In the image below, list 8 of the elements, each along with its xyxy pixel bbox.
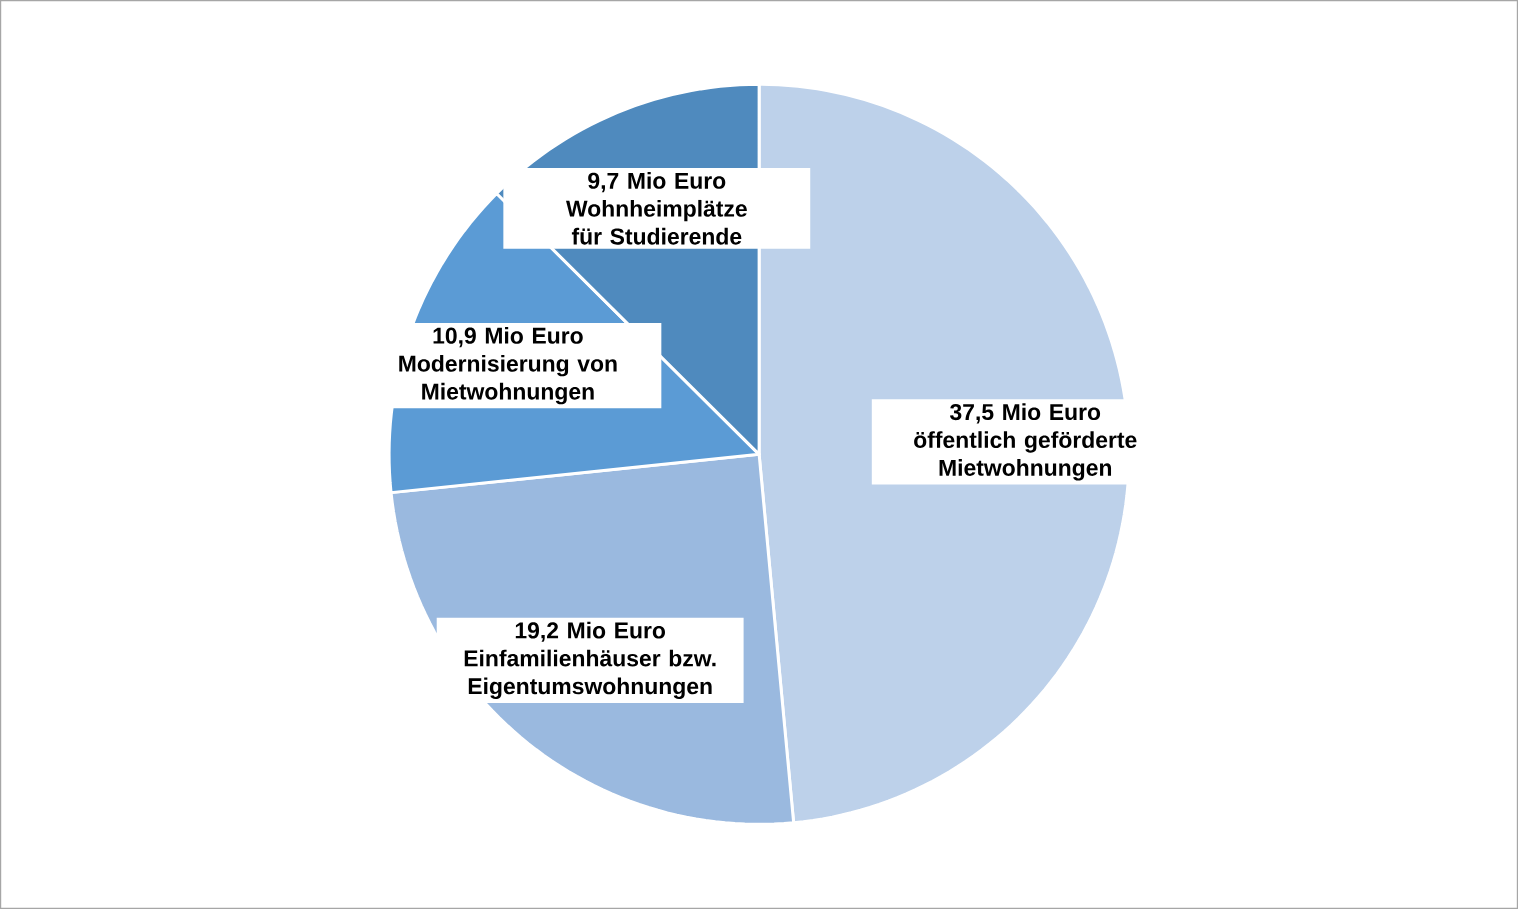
data-label: 37,5 Mio Euro [950, 403, 1101, 424]
slice-label: Modernisierung von Mietwohnungen [399, 354, 617, 405]
slice-label: Einfamilienhäuser bzw. Eigentumswohnungen [464, 649, 716, 700]
data-label: 10,9 Mio Euro [433, 327, 583, 348]
slice-label: Wohnheimplätze für Studierende [566, 199, 747, 245]
slice-label: öffentlich geförderte Mietwohnungen [914, 431, 1137, 481]
data-label: 19,2 Mio Euro [515, 621, 665, 642]
data-label: 9,7 Mio Euro [588, 172, 726, 193]
